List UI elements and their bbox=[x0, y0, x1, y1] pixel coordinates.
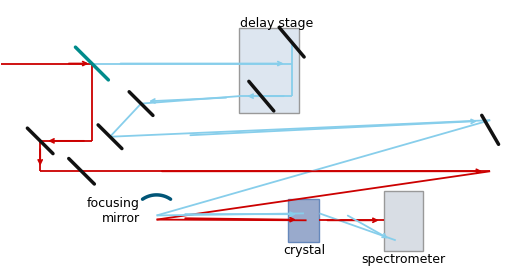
Text: delay stage: delay stage bbox=[240, 16, 314, 30]
Text: spectrometer: spectrometer bbox=[361, 253, 445, 266]
Bar bbox=[289, 199, 319, 242]
Text: crystal: crystal bbox=[283, 244, 325, 258]
Text: focusing
mirror: focusing mirror bbox=[87, 197, 140, 225]
Bar bbox=[384, 191, 423, 251]
Bar bbox=[239, 28, 299, 113]
